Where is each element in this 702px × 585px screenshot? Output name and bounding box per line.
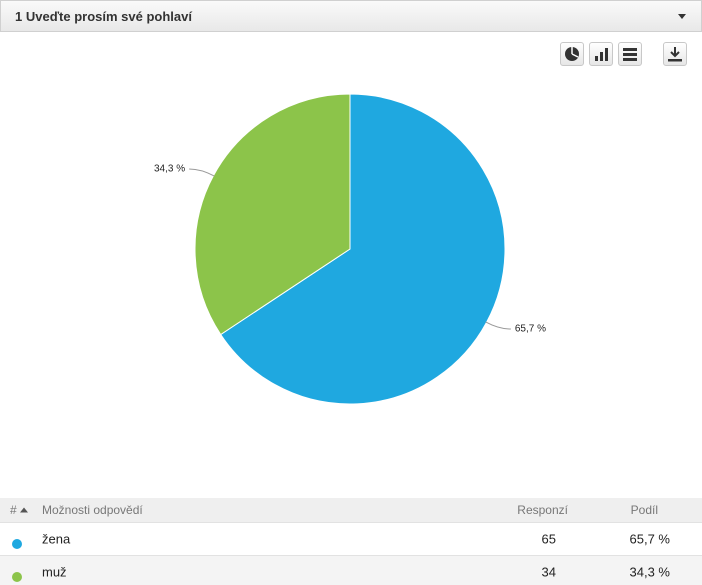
data-label: 34,3 % [154,164,185,175]
option-label: žena [42,531,71,547]
column-header: # [10,503,17,517]
table-view-button[interactable] [618,42,642,66]
column-header: Responzí [517,503,568,517]
label-connector [485,321,511,330]
share: 34,3 % [629,564,670,580]
download-button[interactable] [663,42,687,66]
column-header: Podíl [630,503,658,517]
responses: 65 [541,531,556,547]
question-title: 1 Uveďte prosím své pohlaví [15,9,192,24]
sort-arrow [20,507,28,513]
label-connector [189,168,215,177]
bar-view-button[interactable] [589,42,613,66]
data-label: 65,7 % [515,324,546,335]
pie-view-button[interactable] [560,42,584,66]
responses: 34 [541,564,556,580]
share: 65,7 % [629,531,670,547]
table-row: muž 34 34,3 % [0,555,702,585]
results-table: # Možnosti odpovědí Responzí Podíl žena 65 65,… [0,498,702,585]
dropdown-arrow[interactable] [678,14,686,19]
question-header[interactable]: 1 Uveďte prosím své pohlaví [0,0,702,32]
option-label: muž [42,564,67,580]
table-header: # Možnosti odpovědí Responzí Podíl [0,498,702,522]
table-row: žena 65 65,7 % [0,522,702,555]
column-header: Možnosti odpovědí [42,503,143,517]
pie-chart: 65,7 % 34,3 % [154,93,546,405]
color-dot [12,572,22,582]
color-dot [12,539,22,549]
